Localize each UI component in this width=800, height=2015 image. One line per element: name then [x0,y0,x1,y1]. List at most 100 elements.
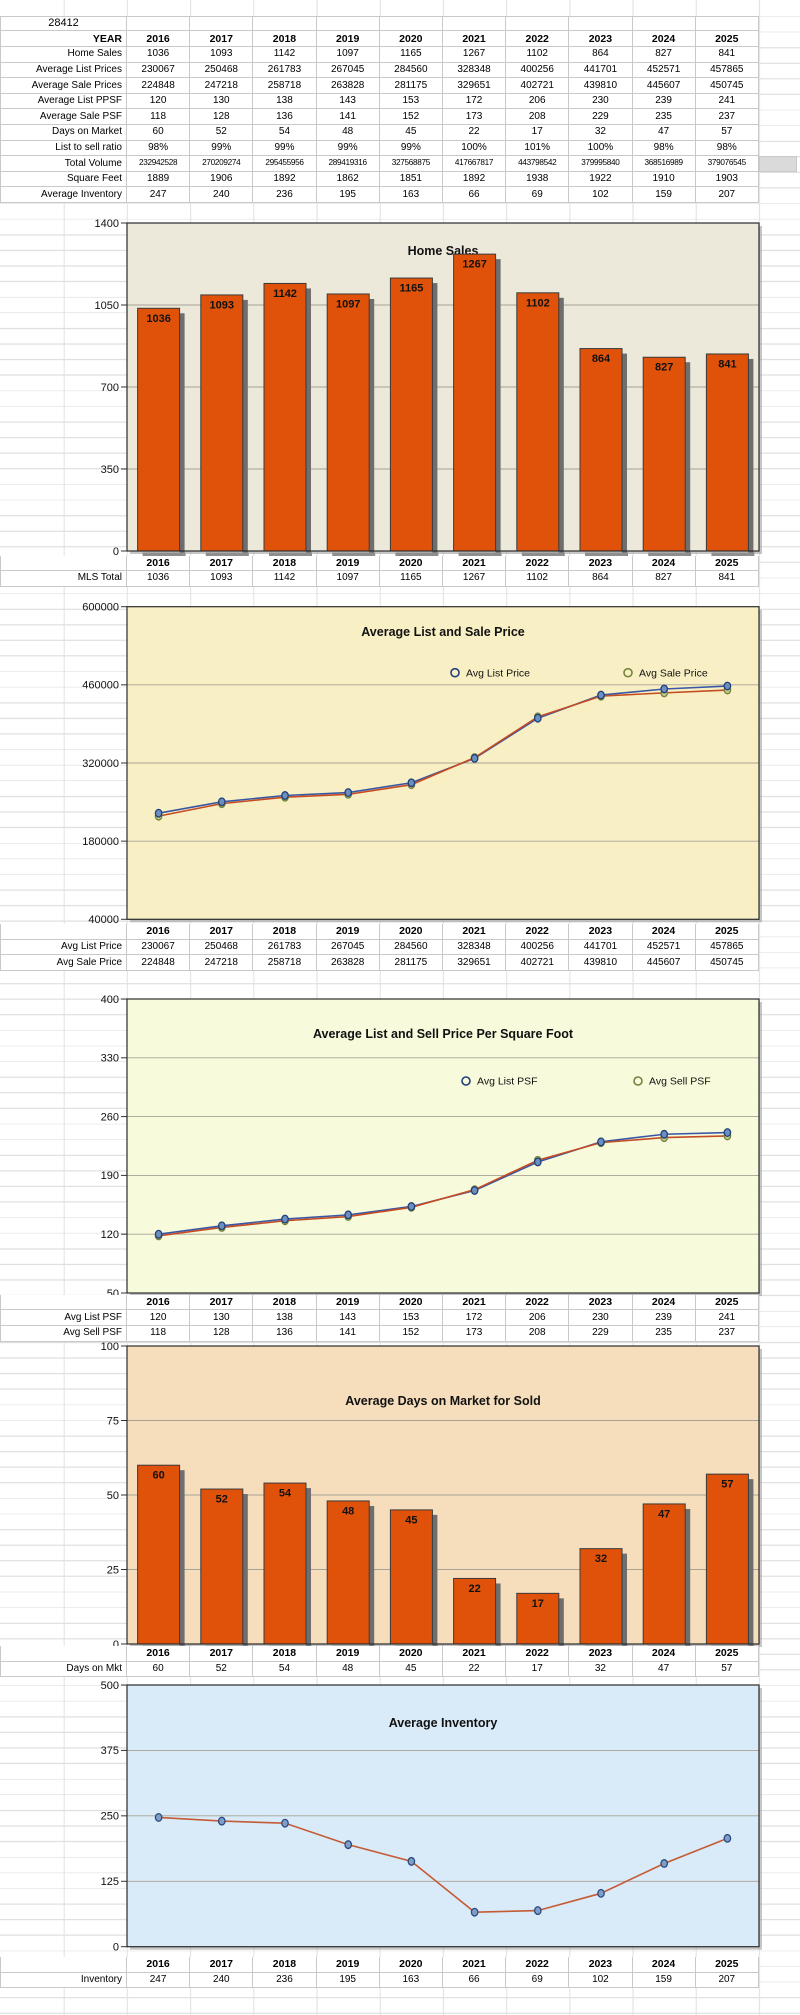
year-label: 2023 [569,1646,633,1662]
table-cell: 98% [632,140,696,157]
table-cell: 827 [632,47,696,63]
table-cell: 1892 [442,171,507,188]
bar-side-shadow [242,1494,248,1648]
bar-side-shadow [432,283,438,555]
table-cell [442,15,507,32]
bar-value-label: 60 [152,1470,164,1482]
table-cell: 47 [632,1661,696,1678]
data-point-avg-list-psf [723,1128,732,1138]
year-label: 2021 [442,1957,507,1973]
data-point-inventory [217,1816,226,1826]
table-cell: 1938 [506,171,570,188]
table-cell: 172 [442,93,507,110]
table-cell: 230 [569,93,633,110]
table-cell: 102 [569,1972,633,1989]
bar-side-shadow [622,1553,627,1648]
table-cell: 327568875 [379,156,443,172]
data-point-avg-list-price [470,753,479,763]
table-cell: 99% [316,140,380,157]
year-label: 2020 [379,1957,443,1973]
bar [516,1592,560,1645]
table-cell: 457865 [695,939,759,956]
row-label-avg-list-price: Avg List Price [0,939,127,956]
year-label: 2018 [253,1294,317,1311]
table-cell: 284560 [379,62,443,79]
table-cell: 267045 [316,62,380,79]
table-cell: 206 [506,1310,570,1327]
table-cell: 247 [127,1972,191,1989]
table-cell: 100% [442,140,507,157]
bar-value-label: 22 [468,1583,480,1595]
table-cell: 289419316 [316,156,380,172]
table-cell: 2023 [569,31,633,48]
year-label: 2023 [569,1957,633,1973]
year-label: 2024 [632,555,696,572]
table-cell: 99% [190,140,254,157]
bar [137,1464,181,1645]
chart-title: Average Days on Market for Sold [345,1394,540,1408]
table-cell: 229 [569,109,633,126]
tick-label: 125 [101,1876,119,1888]
table-cell: 163 [379,187,443,204]
table-cell: 240 [190,1972,254,1989]
tick-label: 320000 [82,758,119,770]
year-label: 2023 [569,555,633,572]
tick-label: 375 [101,1745,119,1757]
tick-label: 0 [113,546,119,558]
year-label: 2021 [442,1646,507,1662]
row-label-average-sale-psf: Average Sale PSF [0,109,127,126]
data-point-avg-list-price [660,684,669,694]
table-cell: 2025 [695,31,759,48]
table-cell: 143 [316,93,380,110]
year-label: 2017 [190,555,254,572]
year-label: 2022 [506,555,570,572]
chart-title: Average Inventory [389,1716,498,1730]
table-cell: 263828 [316,955,380,971]
tick-label: 1050 [95,300,119,312]
table-cell: 270209274 [190,156,254,172]
tick-label: 75 [107,1415,119,1427]
bar [263,1482,307,1645]
table-cell: 173 [442,1326,507,1342]
year-label: 2024 [632,1646,696,1662]
legend-label-avg-sale-price: Avg Sale Price [639,667,708,679]
table-cell: 443798542 [506,156,570,172]
data-point-avg-list-price [407,778,416,788]
bar-side-shadow [558,297,564,555]
data-point-avg-list-psf [281,1214,289,1224]
data-point-inventory [723,1833,732,1843]
row-label-avg-list-psf: Avg List PSF [0,1310,127,1327]
table-cell: 207 [695,187,759,204]
table-cell: 258718 [253,955,317,971]
bar-side-shadow [306,288,311,555]
table-cell: 261783 [253,939,317,956]
year-label: 2025 [695,1646,759,1662]
table-cell: 1036 [127,47,191,63]
bar-side-shadow [495,1583,501,1648]
table-cell: 1892 [253,171,317,188]
tick-label: 350 [101,464,119,476]
year-label: 2020 [379,1294,443,1311]
tick-label: 0 [113,1639,119,1651]
table-cell: 230 [569,1310,633,1327]
row-label-home-sales: Home Sales [0,47,127,63]
data-point-avg-list-price [723,681,732,691]
table-cell: 1142 [253,47,317,63]
table-cell: 1165 [379,47,443,63]
sub-table-corner [0,1646,127,1662]
table-cell: 153 [379,1310,443,1327]
tick-label: 100 [101,1341,119,1353]
bar [263,282,307,552]
bar-bottom-shadow [142,552,186,557]
row-label-average-inventory: Average Inventory [0,187,127,204]
table-cell: 402721 [506,78,570,94]
tick-label: 250 [101,1811,119,1823]
table-cell: 69 [506,187,570,204]
year-label: 2022 [506,924,570,940]
bar [705,1473,749,1645]
table-cell: 235 [632,109,696,126]
chart-title: Average List and Sale Price [361,625,525,639]
data-point-inventory [660,1859,669,1868]
table-cell: 235 [632,1326,696,1342]
table-cell: 47 [632,125,696,141]
